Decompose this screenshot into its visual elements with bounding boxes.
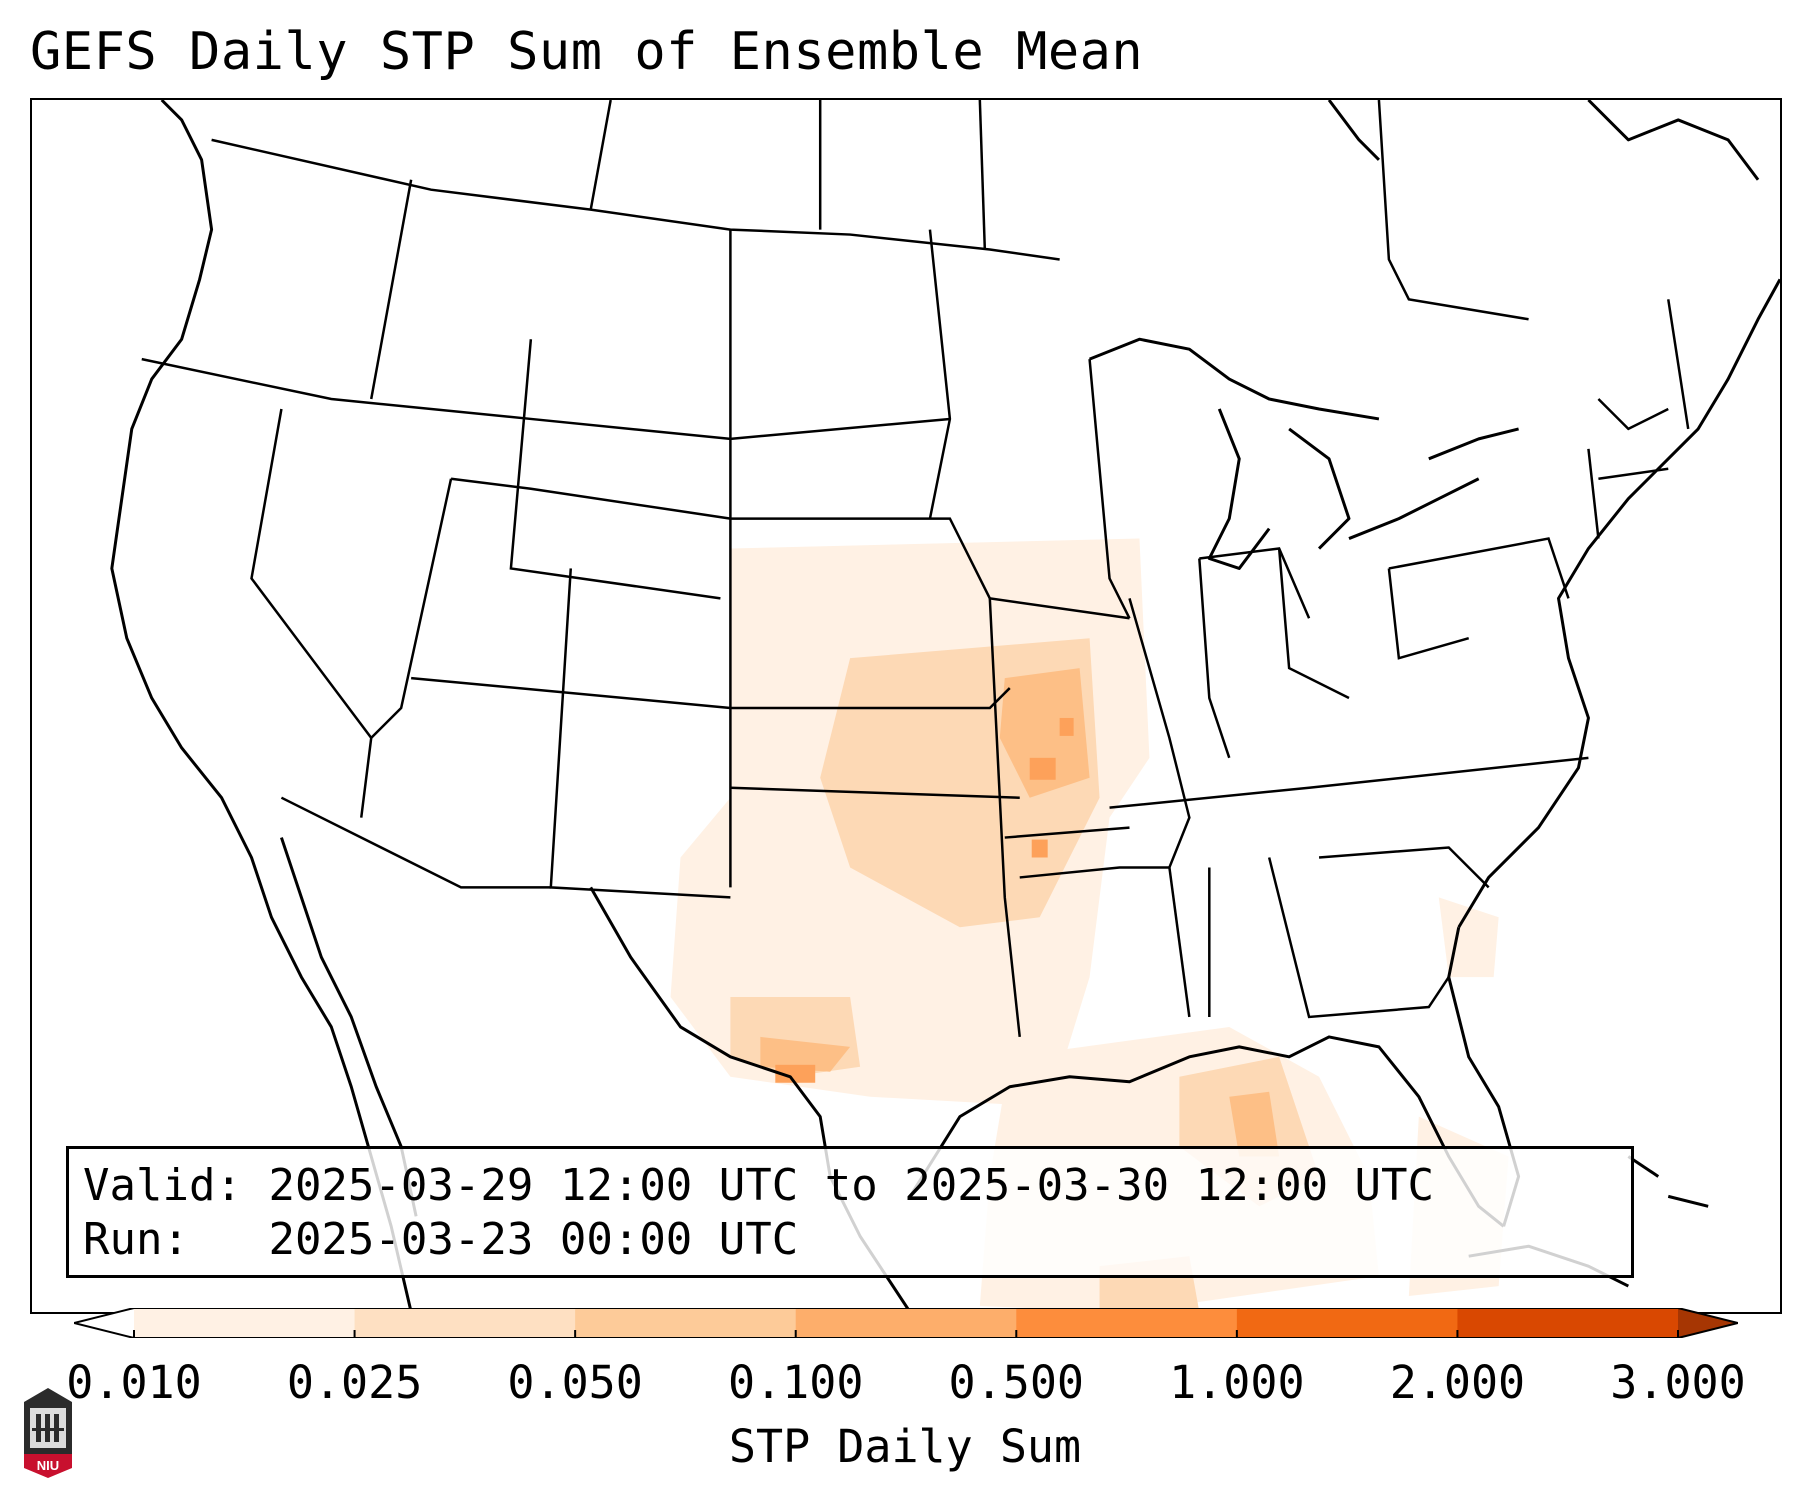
colorbar-label: STP Daily Sum bbox=[728, 1420, 1082, 1473]
valid-run-info-box: Valid: 2025-03-29 12:00 UTC to 2025-03-3… bbox=[66, 1146, 1634, 1278]
colorbar-segment bbox=[795, 1308, 1017, 1338]
map-title: GEFS Daily STP Sum of Ensemble Mean bbox=[30, 22, 1144, 82]
colorbar-segment bbox=[575, 1308, 797, 1338]
colorbar-tick-label: 0.500 bbox=[948, 1356, 1085, 1409]
colorbar-segment bbox=[354, 1308, 576, 1338]
colorbar-segment bbox=[1016, 1308, 1238, 1338]
logo-text: NIU bbox=[37, 1458, 59, 1473]
niu-logo: NIU bbox=[24, 1388, 72, 1478]
map-panel bbox=[30, 98, 1782, 1314]
state-boundaries bbox=[141, 100, 1690, 1038]
colorbar-extend-low bbox=[74, 1308, 134, 1338]
stp-field-max bbox=[775, 717, 1074, 1083]
colorbar-segment bbox=[134, 1308, 356, 1338]
colorbar-tick-label: 0.010 bbox=[66, 1356, 202, 1409]
colorbar-extend-high bbox=[1678, 1308, 1738, 1338]
colorbar-tick-label: 1.000 bbox=[1169, 1356, 1305, 1409]
run-label: Run: bbox=[83, 1214, 189, 1265]
colorbar-tick-label: 0.050 bbox=[507, 1356, 643, 1409]
colorbar-segment bbox=[1236, 1308, 1458, 1338]
map-canvas bbox=[110, 100, 1780, 1312]
colorbar-segment bbox=[1457, 1308, 1679, 1338]
run-time: 2025-03-23 00:00 UTC bbox=[268, 1214, 799, 1265]
colorbar-tick-label: 0.025 bbox=[286, 1356, 423, 1409]
colorbar bbox=[74, 1308, 1738, 1338]
colorbar-tick-label: 3.000 bbox=[1610, 1356, 1746, 1409]
valid-time-range: 2025-03-29 12:00 UTC to 2025-03-30 12:00… bbox=[268, 1160, 1435, 1211]
stp-field-strong bbox=[760, 668, 1280, 1157]
colorbar-tick-label: 0.100 bbox=[727, 1356, 864, 1409]
colorbar-tick-label: 2.000 bbox=[1389, 1356, 1526, 1409]
valid-label: Valid: bbox=[83, 1160, 242, 1211]
